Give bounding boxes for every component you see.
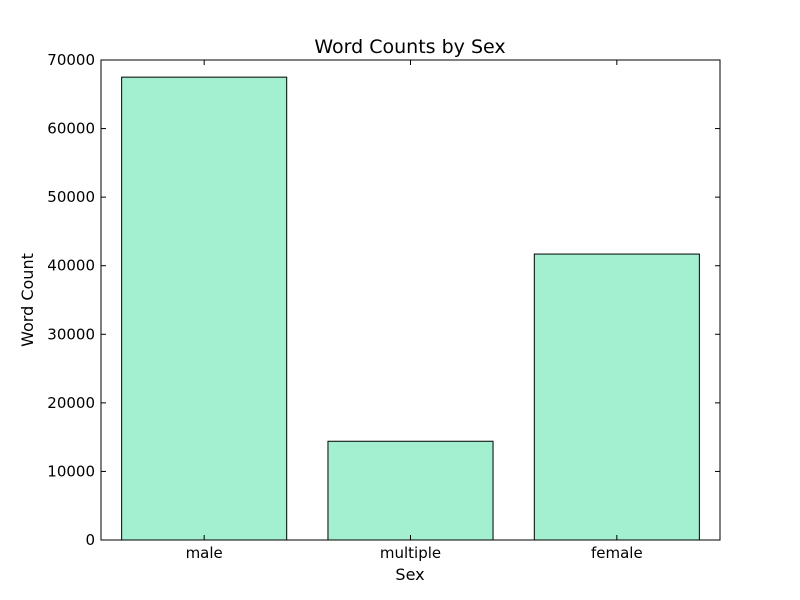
y-tick-label-40000: 40000 xyxy=(47,257,95,275)
x-tick-label-male: male xyxy=(186,544,223,562)
bar-multiple xyxy=(327,440,494,541)
plot-area-frame xyxy=(100,59,721,541)
x-tick-label-multiple: multiple xyxy=(380,544,441,562)
y-tick-label-70000: 70000 xyxy=(47,51,95,69)
bar-male xyxy=(121,76,288,541)
bar-female xyxy=(533,253,700,541)
y-tick-label-0: 0 xyxy=(85,531,95,549)
chart-title: Word Counts by Sex xyxy=(314,36,505,58)
y-tick-label-50000: 50000 xyxy=(47,188,95,206)
bars-group xyxy=(121,76,700,541)
y-tick-label-10000: 10000 xyxy=(47,462,95,480)
y-tick-label-20000: 20000 xyxy=(47,394,95,412)
x-tick-label-female: female xyxy=(591,544,643,562)
y-tick-label-60000: 60000 xyxy=(47,120,95,138)
y-axis-ticks: 0 10000 20000 30000 40000 50000 60000 70000 xyxy=(47,51,720,549)
x-axis-ticks: male multiple female xyxy=(186,60,643,562)
y-axis-label: Word Count xyxy=(18,253,37,347)
y-tick-label-30000: 30000 xyxy=(47,325,95,343)
x-axis-label: Sex xyxy=(395,565,424,584)
